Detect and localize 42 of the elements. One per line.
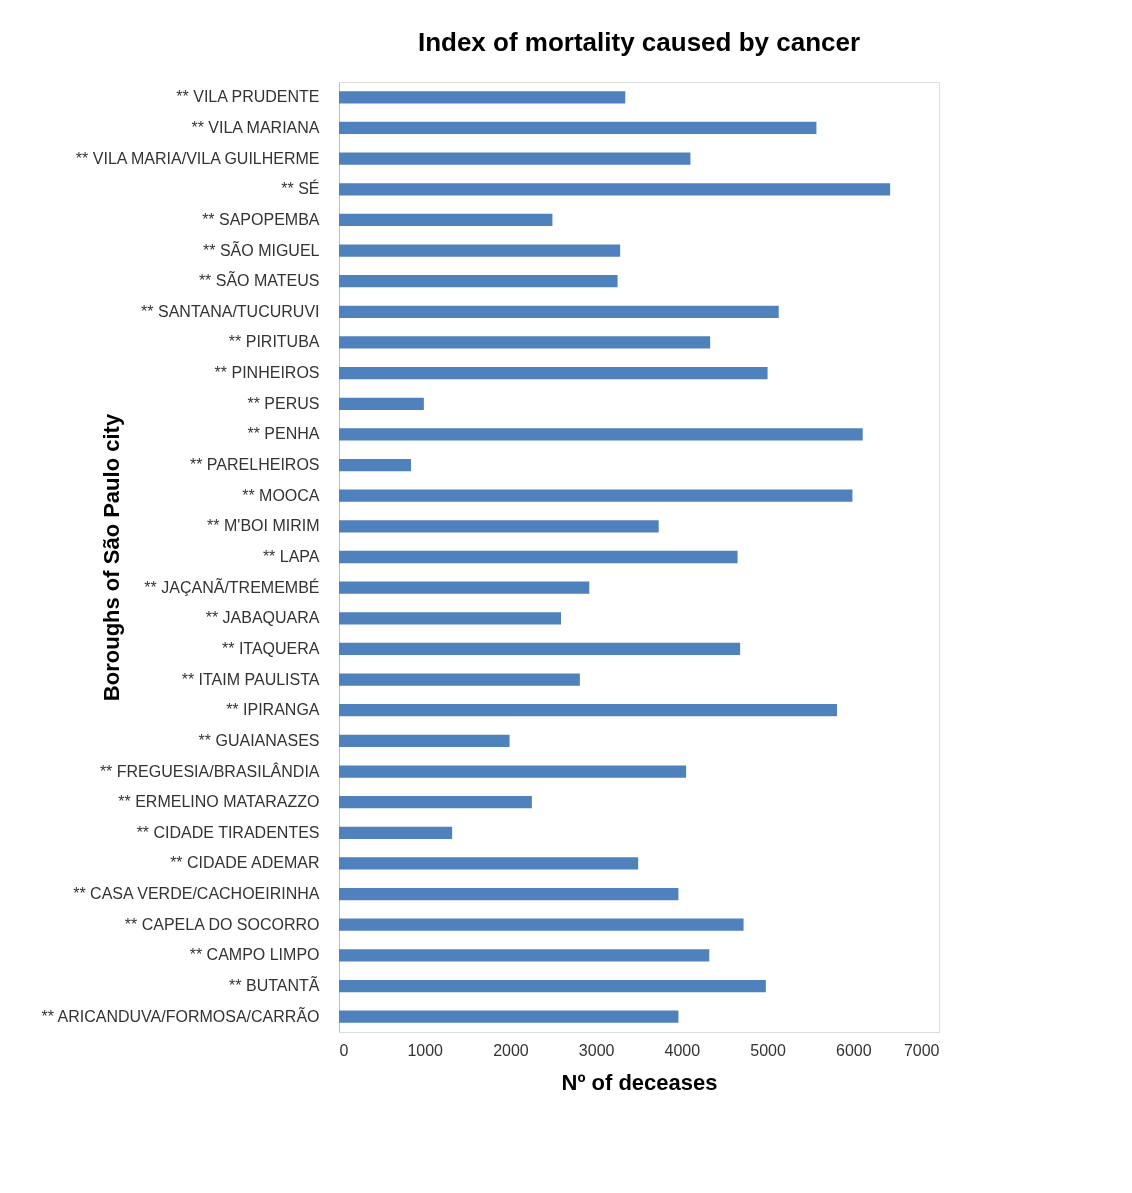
y-tick-label: ** GUAIANASES [198,731,320,749]
y-tick-label: ** ITAIM PAULISTA [181,670,320,688]
y-tick-label: ** SÃO MIGUEL [203,239,320,259]
x-axis-title: Nº of deceases [561,1069,718,1095]
y-tick-label: ** SAPOPEMBA [202,210,320,228]
y-axis-title: Boroughs of São Paulo city [98,413,124,702]
y-tick-label: ** PERUS [247,394,320,412]
y-tick-label: ** ERMELINO MATARAZZO [118,793,320,811]
y-tick-label: ** CASA VERDE/CACHOEIRINHA [73,885,320,903]
y-tick-label: ** SÉ [281,179,320,198]
y-tick-label: ** LAPA [262,548,320,565]
y-tick-label: ** CIDADE ADEMAR [170,854,320,872]
y-tick-label: ** PENHA [247,425,320,443]
x-tick-label: 1000 [407,1041,444,1059]
x-tick-label: 4000 [664,1041,701,1059]
y-tick-label: ** PARELHEIROS [189,456,320,474]
y-tick-label: ** PIRITUBA [228,333,320,351]
x-tick-label: 2000 [493,1041,529,1059]
y-tick-label: ** VILA PRUDENTE [176,88,320,106]
y-tick-label: ** SANTANA/TUCURUVI [141,302,320,320]
y-tick-label: ** CAPELA DO SOCORRO [124,915,320,933]
y-tick-label: ** PINHEIROS [214,364,320,382]
y-tick-label: ** CIDADE TIRADENTES [136,823,320,841]
y-tick-label: ** FREGUESIA/BRASILÂNDIA [99,761,320,780]
x-tick-label: 5000 [750,1041,786,1059]
x-tick-label: 7000 [903,1041,940,1059]
y-tick-label: ** JAÇANÃ/TREMEMBÉ [144,576,320,596]
y-tick-label: ** BUTANTÃ [229,975,320,995]
chart-title: Index of mortality caused by cancer [417,27,861,57]
y-tick-label: ** JABAQUARA [205,609,320,627]
y-tick-label: ** IPIRANGA [226,701,320,719]
y-tick-label: ** M'BOI MIRIM [207,517,320,535]
y-tick-label: ** VILA MARIA/VILA GUILHERME [75,149,320,167]
y-tick-label: ** VILA MARIANA [191,118,320,136]
y-tick-label: ** MOOCA [242,486,320,504]
y-tick-label: ** SÃO MATEUS [198,270,320,290]
x-tick-label: 3000 [578,1041,615,1059]
y-tick-label: ** CAMPO LIMPO [189,946,320,964]
y-tick-label: ** ITAQUERA [222,639,320,657]
x-tick-label: 6000 [835,1041,872,1059]
x-tick-label: 0 [339,1041,349,1059]
y-tick-label: ** ARICANDUVA/FORMOSA/CARRÃO [41,1005,320,1025]
